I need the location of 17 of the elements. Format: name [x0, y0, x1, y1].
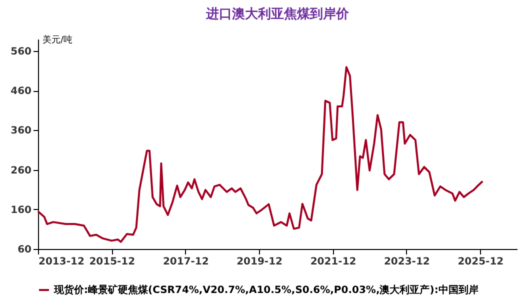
y-tick-label: 360 — [10, 126, 32, 137]
x-tick-label: 2025-12 — [458, 256, 504, 268]
y-axis-title: 美元/吨 — [42, 34, 73, 46]
line-series — [37, 66, 484, 243]
chart-title: 进口澳大利亚焦煤到岸价 — [205, 6, 350, 22]
x-tick-label: 2013-12 — [38, 256, 84, 268]
x-tick-label: 2017-12 — [162, 256, 209, 268]
x-tick-label: 2021-12 — [310, 256, 356, 268]
y-tick-label: 160 — [10, 204, 32, 216]
legend-label: 现货价:峰景矿硬焦煤(CSR74%,V20.7%,A10.5%,S0.6%,P0.03%,澳大利亚产):中国到岸 — [53, 284, 478, 296]
y-tick-label: 260 — [10, 165, 32, 176]
y-tick-label: 60 — [18, 244, 32, 256]
y-tick-label: 560 — [10, 46, 32, 58]
x-tick-label: 2023-12 — [384, 256, 430, 268]
x-tick-label: 2019-12 — [236, 256, 283, 268]
y-tick-label: 460 — [10, 86, 32, 98]
x-tick-label: 2015-12 — [89, 256, 136, 268]
